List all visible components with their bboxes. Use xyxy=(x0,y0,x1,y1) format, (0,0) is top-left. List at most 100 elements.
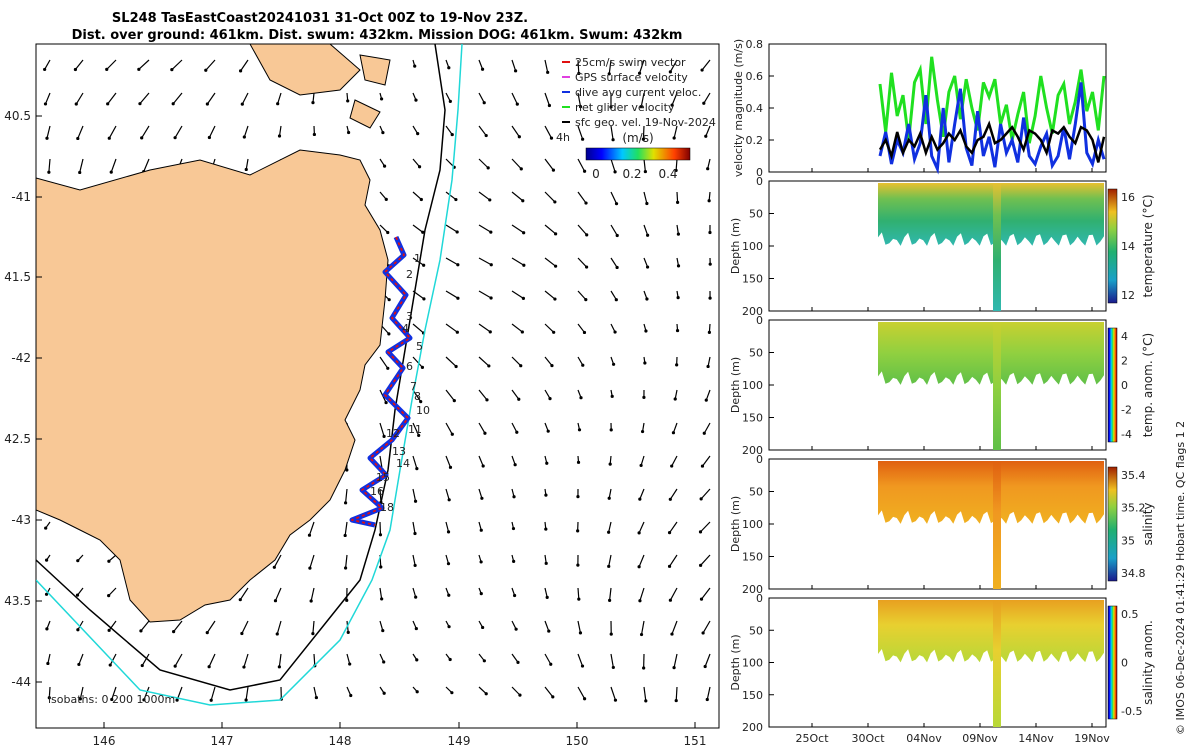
velocity-arrow-head xyxy=(45,559,48,562)
side-note: © IMOS 06-Dec-2024 01:41:29 Hobart time.… xyxy=(1174,421,1187,735)
velocity-arrow-head xyxy=(449,100,452,103)
velocity-arrow-head xyxy=(422,297,425,300)
y-tick-label: 0.6 xyxy=(746,70,764,83)
colorbar-tick-label: 16 xyxy=(1121,191,1135,204)
velocity-arrow-head xyxy=(451,133,454,136)
velocity-arrow-head xyxy=(346,99,349,102)
velocity-arrow-head xyxy=(552,331,555,334)
velocity-arrow-head xyxy=(447,594,450,597)
velocity-arrow-head xyxy=(489,330,492,333)
y-tick-label: 0 xyxy=(756,453,763,466)
velocity-arrow-head xyxy=(274,599,277,602)
velocity-arrow-head xyxy=(487,166,490,169)
velocity-arrow-head xyxy=(451,433,454,436)
velocity-arrow-head xyxy=(383,692,386,695)
velocity-arrow-head xyxy=(308,567,311,570)
y-tick-label: 150 xyxy=(742,551,763,564)
track-label: 15 xyxy=(376,471,390,484)
y-tick-label: 100 xyxy=(742,518,763,531)
velocity-arrow-head xyxy=(74,68,77,71)
velocity-arrow-head xyxy=(416,690,419,693)
colorbar-tick-label: -4 xyxy=(1121,428,1132,441)
velocity-arrow-head xyxy=(708,331,711,334)
velocity-arrow-head xyxy=(549,663,552,666)
velocity-arrow-head xyxy=(548,397,551,400)
time-tick-label: 09Nov xyxy=(962,732,998,745)
velocity-arrow-head xyxy=(706,365,709,368)
velocity-arrow-head xyxy=(208,136,211,139)
y-tick-label: 0 xyxy=(756,314,763,327)
velocity-arrow-head xyxy=(706,167,709,170)
velocity-arrow-head xyxy=(674,397,677,400)
velocity-arrow-head xyxy=(608,497,611,500)
velocity-arrow xyxy=(314,654,315,666)
velocity-arrow xyxy=(676,687,677,701)
track-label: 18 xyxy=(380,501,394,514)
velocity-arrow-head xyxy=(551,695,554,698)
velocity-arrow-head xyxy=(141,664,144,667)
velocity-arrow-head xyxy=(76,593,79,596)
velocity-arrow-head xyxy=(379,533,382,536)
velocity-arrow-head xyxy=(518,694,521,697)
velocity-arrow-head xyxy=(485,134,488,137)
velocity-arrow-head xyxy=(646,265,649,268)
velocity-arrow-head xyxy=(518,135,521,138)
velocity-arrow-head xyxy=(578,428,581,431)
velocity-arrow-head xyxy=(545,562,548,565)
velocity-arrow-head xyxy=(239,598,242,601)
velocity-arrow-head xyxy=(489,296,492,299)
track-label: 4 xyxy=(402,322,409,335)
velocity-arrow-head xyxy=(240,632,243,635)
velocity-arrow-head xyxy=(638,531,641,534)
velocity-arrow-head xyxy=(705,398,708,401)
velocity-arrow-head xyxy=(137,68,140,71)
velocity-arrow-head xyxy=(345,599,348,602)
velocity-arrow-head xyxy=(76,137,79,140)
velocity-arrow-head xyxy=(76,628,79,631)
deep-profile xyxy=(993,183,1001,311)
velocity-arrow-head xyxy=(644,699,647,702)
velocity-arrow-head xyxy=(313,133,316,136)
velocity-arrow-head xyxy=(704,135,707,138)
y-tick-label: 50 xyxy=(749,486,763,499)
legend-entry: net glider velocity xyxy=(575,101,675,114)
velocity-arrow-head xyxy=(522,297,525,300)
velocity-arrow-head xyxy=(616,234,619,237)
velocity-arrow-head xyxy=(488,198,491,201)
velocity-arrow-head xyxy=(608,599,611,602)
velocity-arrow-head xyxy=(349,694,352,697)
velocity-arrow-head xyxy=(241,102,244,105)
velocity-arrow-head xyxy=(447,625,450,628)
velocity-arrow-head xyxy=(456,263,459,266)
velocity-arrow-head xyxy=(489,230,492,233)
velocity-arrow-head xyxy=(414,99,417,102)
velocity-arrow-head xyxy=(677,233,680,236)
y-axis-label: Depth (m) xyxy=(729,634,742,690)
y-axis-label: Depth (m) xyxy=(729,218,742,274)
time-tick-label: 19Nov xyxy=(1074,732,1110,745)
velocity-arrow-head xyxy=(344,566,347,569)
velocity-arrow-head xyxy=(702,102,705,105)
velocity-arrow-head xyxy=(382,660,385,663)
velocity-arrow-head xyxy=(170,68,173,71)
colorbar-tick-label: 12 xyxy=(1121,289,1135,302)
track-label: 5 xyxy=(416,340,423,353)
velocity-arrow-head xyxy=(544,494,547,497)
velocity-arrow-head xyxy=(450,691,453,694)
velocity-arrow-head xyxy=(448,498,451,501)
velocity-arrow-head xyxy=(669,599,672,602)
velocity-arrow-head xyxy=(613,170,616,173)
map-x-tick-label: 146 xyxy=(93,734,116,748)
velocity-arrow-head xyxy=(512,495,515,498)
velocity-arrow-head xyxy=(483,101,486,104)
velocity-arrow-head xyxy=(614,699,617,702)
colorbar-label: (m/s) xyxy=(622,131,653,145)
velocity-arrow-head xyxy=(638,599,641,602)
colorbar-label: salinity xyxy=(1141,502,1155,545)
velocity-arrow-head xyxy=(613,330,616,333)
velocity-arrow-head xyxy=(245,168,248,171)
velocity-arrow-head xyxy=(641,430,644,433)
velocity-arrow-head xyxy=(643,361,646,364)
velocity-arrow-head xyxy=(276,632,279,635)
